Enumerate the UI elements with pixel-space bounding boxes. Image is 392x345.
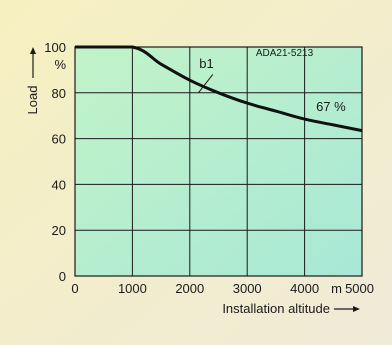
y-tick-label-3: 60 <box>52 132 66 147</box>
end-value-label: 67 % <box>316 99 346 114</box>
plot-frame <box>74 46 363 277</box>
x-axis-arrowhead-icon <box>353 306 360 312</box>
y-tick-label-2: 40 <box>52 177 66 192</box>
x-unit-label: m <box>331 281 342 296</box>
x-tick-label-4: 4000 <box>290 281 319 296</box>
y-tick-label-4: 80 <box>52 86 66 101</box>
y-unit-label: % <box>54 57 66 72</box>
figure-code-label: ADA21-5213 <box>256 48 314 59</box>
y-tick-label-1: 20 <box>52 223 66 238</box>
b1-leader-line <box>198 74 214 94</box>
x-tick-label-1: 1000 <box>118 281 147 296</box>
y-tick-label-5: 100 <box>44 40 66 55</box>
series-line-b1 <box>75 45 363 133</box>
x-tick-label-0: 0 <box>71 281 78 296</box>
series-label-b1: b1 <box>199 56 213 71</box>
x-tick-label-2: 2000 <box>175 281 204 296</box>
y-axis-arrowhead-icon <box>30 47 36 54</box>
plot-area <box>75 47 362 276</box>
x-tick-label-5: 5000 <box>345 281 374 296</box>
y-axis-title: Load <box>25 86 40 115</box>
series-layer <box>75 45 363 133</box>
x-tick-label-3: 3000 <box>233 281 262 296</box>
x-axis-title: Installation altitude <box>222 301 330 316</box>
y-tick-label-0: 0 <box>59 269 66 284</box>
